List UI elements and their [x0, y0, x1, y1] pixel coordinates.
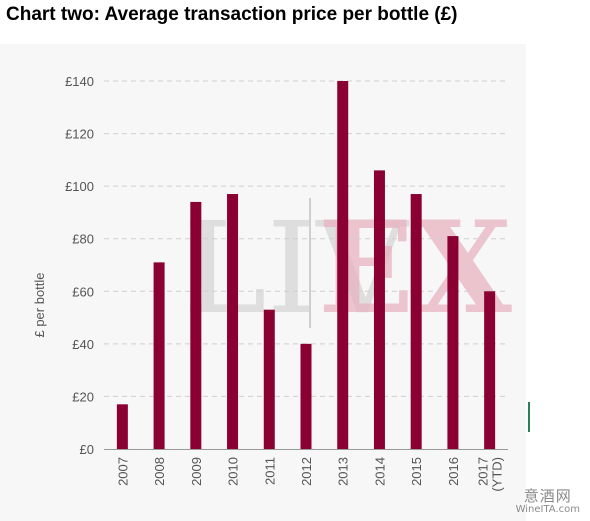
y-tick-label: £120 — [65, 127, 94, 142]
bar — [263, 309, 275, 449]
watermark-liv: LIV — [183, 195, 409, 342]
bar — [484, 291, 496, 449]
x-tick-label: 2014 — [372, 457, 387, 486]
x-tick-label: 2010 — [226, 457, 241, 486]
x-tick-label: 2017(YTD) — [476, 457, 505, 492]
y-tick-label: £20 — [72, 389, 94, 404]
watermark-divider — [309, 198, 311, 328]
side-mark — [528, 402, 530, 432]
bar — [227, 194, 239, 449]
x-tick-label: 2007 — [115, 457, 130, 486]
credit-chinese: 意酒网 — [523, 486, 572, 505]
bar — [447, 236, 459, 449]
bars — [116, 81, 496, 449]
chart-title: Chart two: Average transaction price per… — [6, 4, 458, 25]
x-tick-label: 2015 — [409, 457, 424, 486]
bar — [337, 81, 349, 449]
y-tick-label: £100 — [65, 179, 94, 194]
site-credit: 意酒网 WineITA.com — [515, 486, 580, 515]
x-tick-label: 2016 — [446, 457, 461, 486]
bar — [373, 170, 385, 449]
bar — [190, 201, 202, 449]
bar — [300, 343, 312, 449]
chart-panel — [0, 44, 526, 521]
bar — [116, 404, 128, 449]
x-tick-label: 2013 — [336, 457, 351, 486]
x-tick-label: 2012 — [299, 457, 314, 486]
y-tick-label: £40 — [72, 337, 94, 352]
credit-english: WineITA.com — [515, 504, 580, 515]
y-tick-label: £140 — [65, 74, 94, 89]
y-tick-label: £0 — [80, 442, 94, 457]
bar — [410, 194, 422, 449]
x-tick-label: 2009 — [189, 457, 204, 486]
x-tick-label: 2008 — [152, 457, 167, 486]
x-tick-label: 2011 — [262, 457, 277, 485]
y-tick-label: £60 — [72, 284, 94, 299]
y-axis-tick-labels: £0 £20 £40 £60 £80 £100 £120 £140 — [65, 74, 94, 457]
x-axis-tick-labels: 2007 2008 2009 2010 2011 2012 2013 2014 2015 2016… — [115, 457, 504, 492]
y-axis-label: £ per bottle — [32, 272, 47, 337]
y-tick-label: £80 — [72, 232, 94, 247]
bar — [153, 262, 165, 449]
